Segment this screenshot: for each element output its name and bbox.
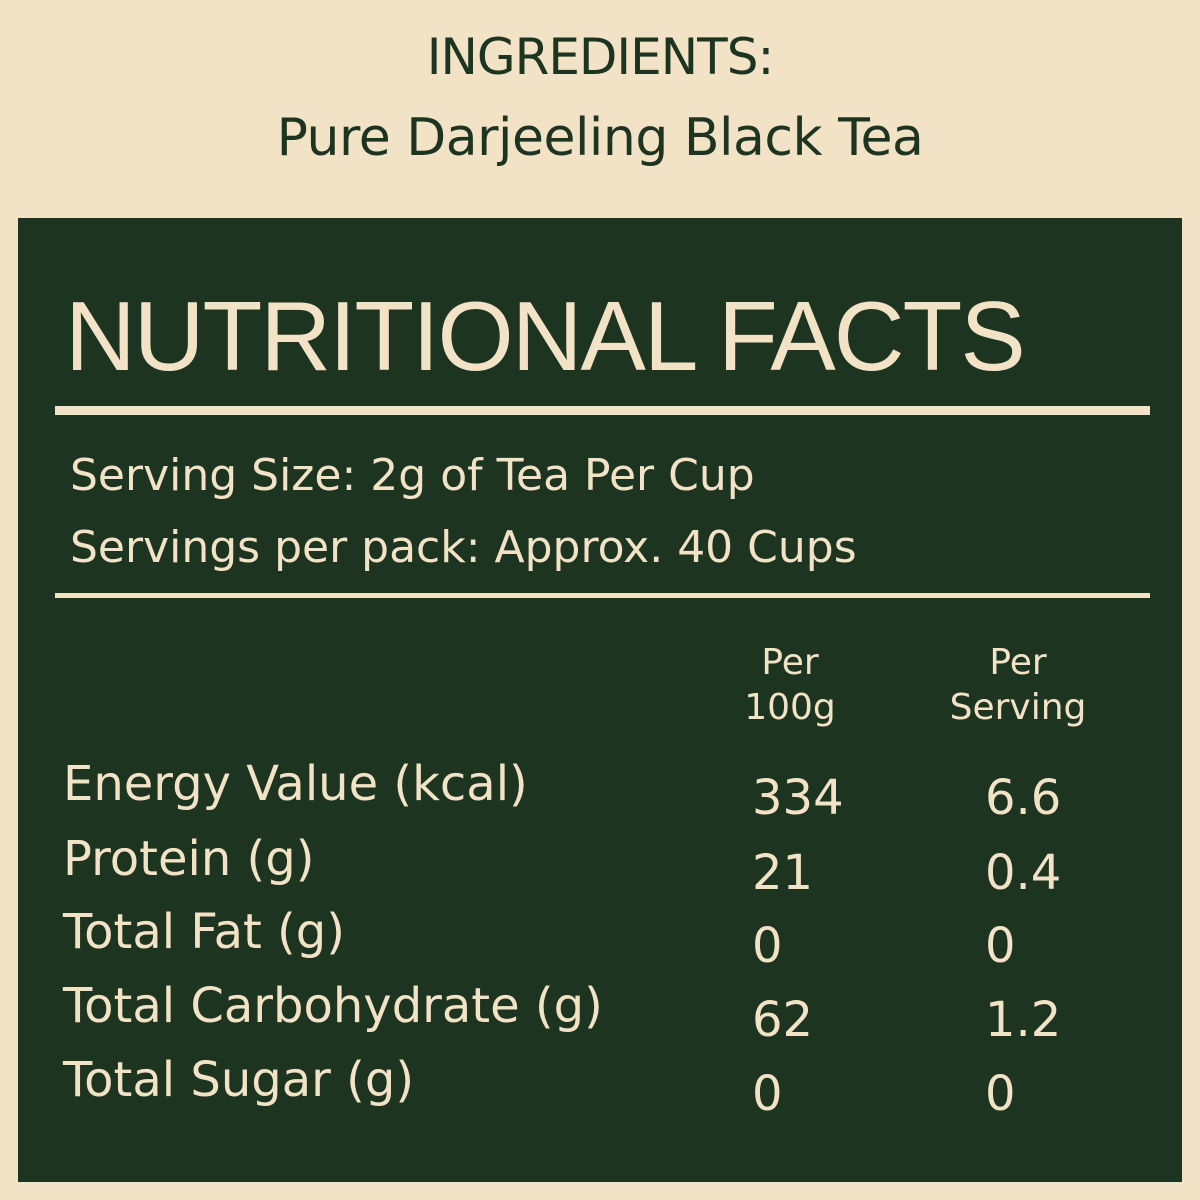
serving-size: Serving Size: 2g of Tea Per Cup [70,450,755,501]
nutrient-row: Total Carbohydrate (g) 62 1.2 [63,978,1163,1048]
value-per-100g: 21 [752,845,814,901]
value-per-100g: 0 [752,918,783,974]
nutrient-row: Energy Value (kcal) 334 6.6 [63,756,1163,826]
nutrient-label: Protein (g) [63,831,315,887]
column-header-line: 100g [744,687,836,728]
nutrient-label: Total Carbohydrate (g) [63,978,603,1034]
column-header-line: Serving [949,687,1087,728]
nutrition-panel: NUTRITIONAL FACTS Serving Size: 2g of Te… [18,218,1182,1182]
column-header-line: Per [761,642,819,683]
value-per-100g: 0 [752,1066,783,1122]
value-per-serving: 0 [985,918,1016,974]
value-per-100g: 334 [752,770,844,826]
nutrient-row: Total Fat (g) 0 0 [63,904,1163,974]
column-header-per-100g: Per 100g [730,640,850,730]
nutrition-title: NUTRITIONAL FACTS [65,281,1026,391]
divider-thin [55,593,1150,598]
value-per-serving: 1.2 [985,992,1062,1048]
nutrient-label: Total Fat (g) [63,904,345,960]
value-per-100g: 62 [752,992,814,1048]
column-header-per-serving: Per Serving [938,640,1098,730]
value-per-serving: 0.4 [985,845,1062,901]
ingredients-text: Pure Darjeeling Black Tea [276,108,924,168]
divider-thick [55,406,1150,415]
ingredients-title: INGREDIENTS: [426,28,775,86]
column-header-line: Per [989,642,1047,683]
nutrient-label: Total Sugar (g) [63,1052,415,1108]
nutrient-row: Total Sugar (g) 0 0 [63,1052,1163,1122]
value-per-serving: 6.6 [985,770,1062,826]
nutrient-label: Energy Value (kcal) [63,756,528,812]
nutrient-row: Protein (g) 21 0.4 [63,831,1163,901]
value-per-serving: 0 [985,1066,1016,1122]
servings-per-pack: Servings per pack: Approx. 40 Cups [70,522,857,573]
